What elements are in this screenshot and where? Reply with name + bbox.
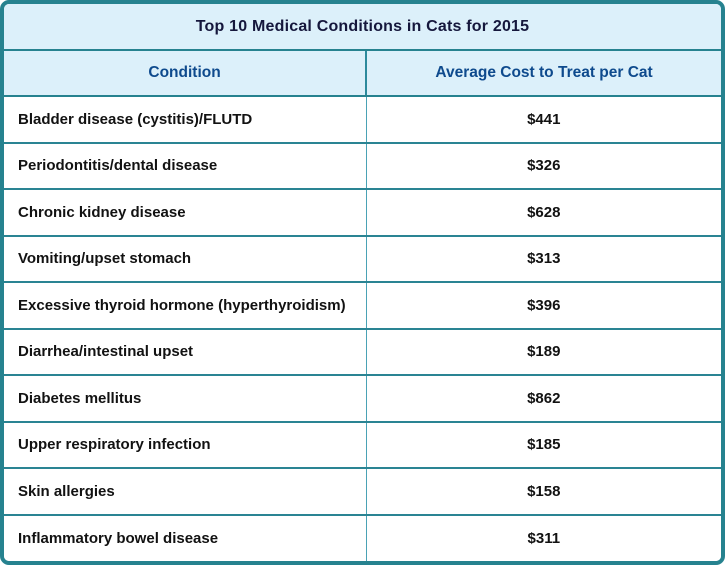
table-header-row: Condition Average Cost to Treat per Cat bbox=[4, 50, 721, 97]
table-title-row: Top 10 Medical Conditions in Cats for 20… bbox=[4, 4, 721, 51]
cost-cell: $862 bbox=[366, 375, 721, 423]
condition-cell: Skin allergies bbox=[4, 468, 367, 516]
cost-cell: $158 bbox=[366, 468, 721, 516]
condition-cell: Diabetes mellitus bbox=[4, 375, 367, 423]
condition-cell: Chronic kidney disease bbox=[4, 189, 367, 237]
table-row: Inflammatory bowel disease $311 bbox=[4, 514, 721, 561]
table-row: Diabetes mellitus $862 bbox=[4, 375, 721, 423]
column-header-cost: Average Cost to Treat per Cat bbox=[366, 50, 721, 97]
cost-cell: $311 bbox=[366, 514, 721, 561]
table-row: Excessive thyroid hormone (hyperthyroidi… bbox=[4, 282, 721, 330]
medical-conditions-table: Top 10 Medical Conditions in Cats for 20… bbox=[4, 4, 721, 561]
condition-cell: Periodontitis/dental disease bbox=[4, 142, 367, 190]
condition-cell: Excessive thyroid hormone (hyperthyroidi… bbox=[4, 282, 367, 330]
table-row: Diarrhea/intestinal upset $189 bbox=[4, 328, 721, 376]
table-row: Periodontitis/dental disease $326 bbox=[4, 142, 721, 190]
cost-cell: $441 bbox=[366, 96, 721, 144]
table-row: Vomiting/upset stomach $313 bbox=[4, 235, 721, 283]
cost-cell: $628 bbox=[366, 189, 721, 237]
table-row: Chronic kidney disease $628 bbox=[4, 189, 721, 237]
condition-cell: Diarrhea/intestinal upset bbox=[4, 328, 367, 376]
table-row: Skin allergies $158 bbox=[4, 468, 721, 516]
cost-cell: $396 bbox=[366, 282, 721, 330]
table-title: Top 10 Medical Conditions in Cats for 20… bbox=[4, 4, 721, 51]
cost-cell: $326 bbox=[366, 142, 721, 190]
cost-cell: $313 bbox=[366, 235, 721, 283]
cost-cell: $189 bbox=[366, 328, 721, 376]
cost-cell: $185 bbox=[366, 421, 721, 469]
column-header-condition: Condition bbox=[4, 50, 368, 97]
condition-cell: Vomiting/upset stomach bbox=[4, 235, 367, 283]
condition-cell: Inflammatory bowel disease bbox=[4, 514, 367, 561]
table-row: Bladder disease (cystitis)/FLUTD $441 bbox=[4, 96, 721, 144]
condition-cell: Upper respiratory infection bbox=[4, 421, 367, 469]
table-row: Upper respiratory infection $185 bbox=[4, 421, 721, 469]
condition-cell: Bladder disease (cystitis)/FLUTD bbox=[4, 96, 367, 144]
